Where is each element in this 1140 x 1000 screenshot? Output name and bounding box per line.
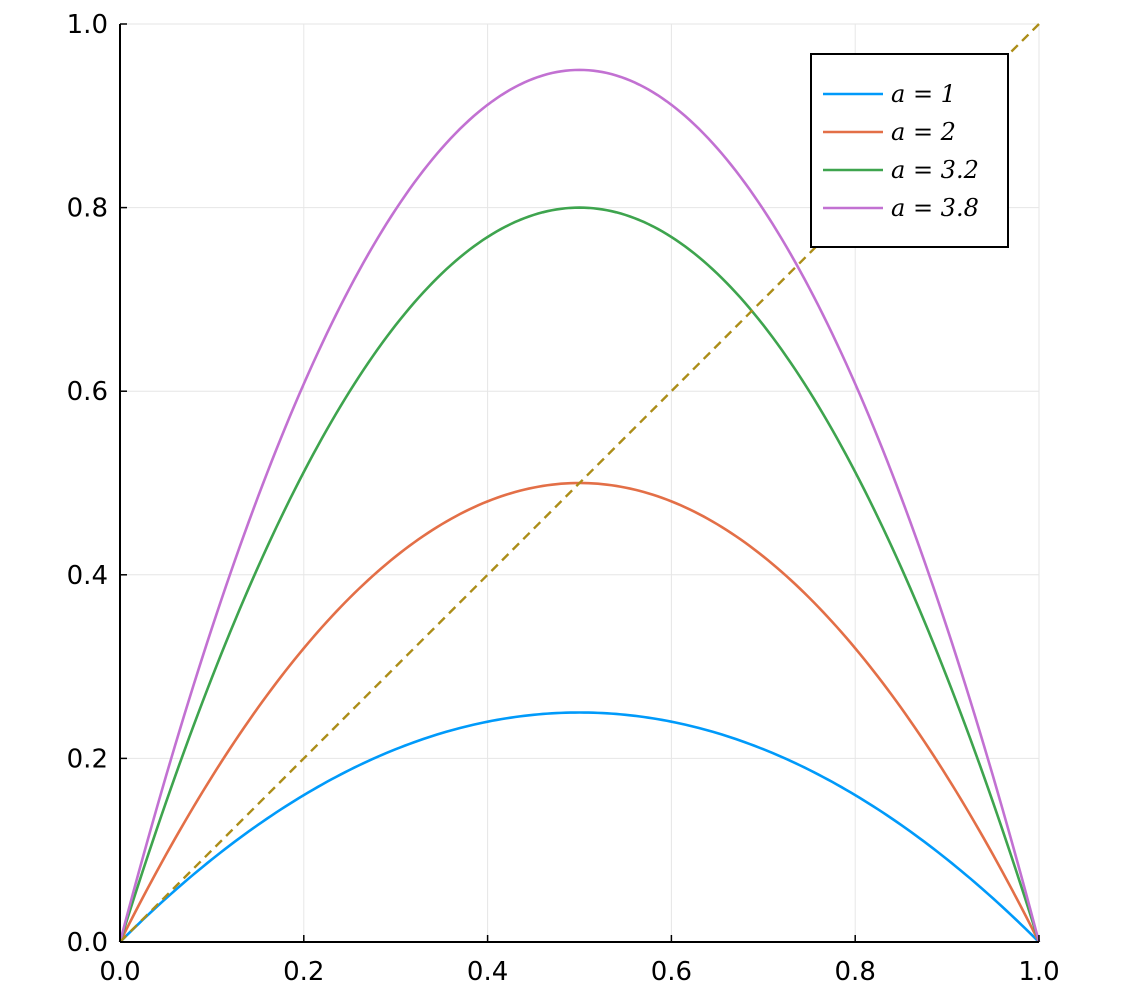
legend-label: 𝑎 = 3.2 bbox=[891, 156, 979, 184]
y-tick-label: 0.0 bbox=[67, 928, 108, 958]
x-tick-label: 1.0 bbox=[1018, 957, 1059, 987]
x-tick-label: 0.6 bbox=[651, 957, 692, 987]
x-tick-label: 0.8 bbox=[835, 957, 876, 987]
y-tick-label: 0.6 bbox=[67, 377, 108, 407]
series-line-0 bbox=[119, 711, 1040, 943]
legend-box bbox=[810, 53, 1009, 248]
y-tick-label: 0.4 bbox=[67, 561, 108, 591]
y-tick-label: 1.0 bbox=[67, 10, 108, 40]
y-tick-label: 0.2 bbox=[67, 744, 108, 774]
series-layer bbox=[118, 23, 1041, 943]
axes: 0.0 0.2 0.4 0.6 0.8 1.0 0.0 0.2 0.4 0.6 0.8 1.0 bbox=[67, 10, 1060, 987]
series-line-2 bbox=[118, 206, 1041, 943]
y-tick-label: 0.8 bbox=[67, 194, 108, 224]
x-tick-label: 0.2 bbox=[283, 957, 324, 987]
legend-label: 𝑎 = 1 bbox=[891, 80, 956, 108]
x-tick-label: 0.0 bbox=[99, 957, 140, 987]
x-tick-label: 0.4 bbox=[467, 957, 508, 987]
series-line-3 bbox=[118, 68, 1041, 943]
legend-label: 𝑎 = 2 bbox=[891, 118, 956, 146]
legend-label: 𝑎 = 3.8 bbox=[891, 194, 979, 222]
legend: 𝑎 = 1 𝑎 = 2 𝑎 = 3.2 𝑎 = 3.8 bbox=[810, 53, 1009, 248]
